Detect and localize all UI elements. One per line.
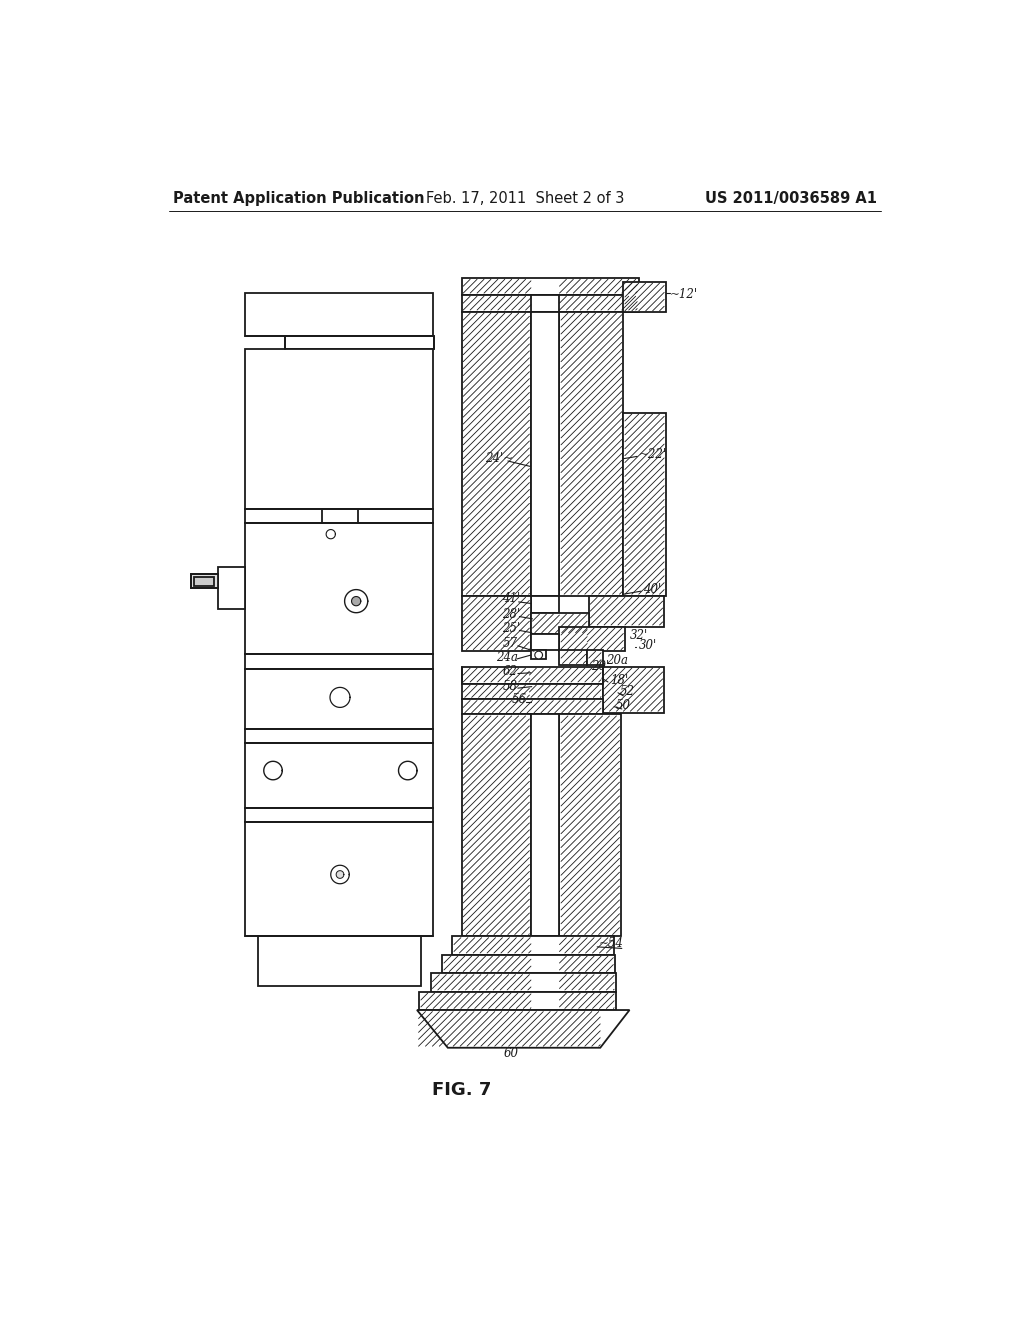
- Text: Feb. 17, 2011  Sheet 2 of 3: Feb. 17, 2011 Sheet 2 of 3: [426, 191, 624, 206]
- Polygon shape: [398, 762, 417, 780]
- Bar: [195, 577, 214, 586]
- Bar: [462, 684, 602, 700]
- Bar: [531, 294, 559, 312]
- Bar: [245, 729, 433, 743]
- Text: ~54: ~54: [599, 937, 624, 950]
- Text: 52: 52: [620, 685, 635, 698]
- Text: 30': 30': [639, 639, 657, 652]
- Polygon shape: [417, 1010, 630, 1048]
- Bar: [245, 653, 433, 669]
- Text: 40': 40': [643, 583, 660, 597]
- Text: FIG. 7: FIG. 7: [432, 1081, 492, 1100]
- Bar: [245, 523, 433, 653]
- Bar: [531, 714, 559, 936]
- Text: ~22': ~22': [639, 449, 667, 462]
- Bar: [245, 743, 433, 808]
- Text: 20a: 20a: [606, 653, 629, 667]
- Bar: [531, 595, 559, 612]
- Text: 28': 28': [503, 607, 521, 620]
- Text: 25': 25': [503, 622, 521, 635]
- Bar: [245, 822, 433, 936]
- Polygon shape: [264, 762, 283, 780]
- Bar: [559, 627, 625, 651]
- Text: 57: 57: [503, 638, 517, 649]
- Bar: [559, 312, 624, 595]
- Bar: [419, 991, 615, 1010]
- Text: 24'~: 24'~: [484, 453, 513, 465]
- Bar: [624, 412, 666, 595]
- Bar: [624, 281, 666, 313]
- Bar: [245, 808, 433, 822]
- Bar: [258, 936, 421, 986]
- Polygon shape: [326, 529, 336, 539]
- Polygon shape: [535, 651, 543, 659]
- Bar: [531, 312, 559, 595]
- Bar: [462, 595, 531, 651]
- Bar: [453, 936, 614, 954]
- Bar: [602, 667, 665, 713]
- Text: ~12': ~12': [670, 288, 697, 301]
- Text: Patent Application Publication: Patent Application Publication: [173, 191, 424, 206]
- Bar: [462, 277, 639, 294]
- Bar: [531, 635, 559, 649]
- Bar: [462, 294, 639, 312]
- Text: US 2011/0036589 A1: US 2011/0036589 A1: [706, 191, 878, 206]
- Bar: [462, 714, 531, 936]
- Text: 32': 32': [630, 630, 648, 643]
- Text: 18': 18': [610, 675, 629, 686]
- Bar: [589, 595, 665, 627]
- Polygon shape: [330, 688, 350, 708]
- Bar: [245, 350, 433, 508]
- Text: 24a: 24a: [497, 651, 518, 664]
- Bar: [531, 649, 547, 659]
- Bar: [462, 667, 602, 684]
- Bar: [245, 508, 433, 523]
- Text: 20': 20': [591, 660, 609, 673]
- Text: 60: 60: [504, 1047, 519, 1060]
- Polygon shape: [331, 866, 349, 883]
- Text: 50: 50: [615, 698, 631, 711]
- Text: 41': 41': [503, 593, 521, 606]
- Polygon shape: [336, 871, 344, 878]
- Bar: [559, 714, 621, 936]
- Bar: [531, 612, 589, 635]
- Bar: [217, 566, 245, 609]
- Bar: [587, 649, 602, 665]
- Bar: [245, 293, 433, 335]
- Text: 62: 62: [503, 665, 517, 678]
- Bar: [431, 973, 615, 991]
- Bar: [190, 574, 217, 589]
- Text: 56: 56: [512, 693, 526, 706]
- Polygon shape: [351, 597, 360, 606]
- Bar: [462, 700, 602, 714]
- Bar: [245, 669, 433, 729]
- Text: 58: 58: [503, 680, 517, 693]
- Bar: [559, 649, 587, 665]
- Polygon shape: [345, 590, 368, 612]
- Bar: [285, 335, 434, 350]
- Bar: [442, 954, 614, 973]
- Bar: [462, 312, 531, 595]
